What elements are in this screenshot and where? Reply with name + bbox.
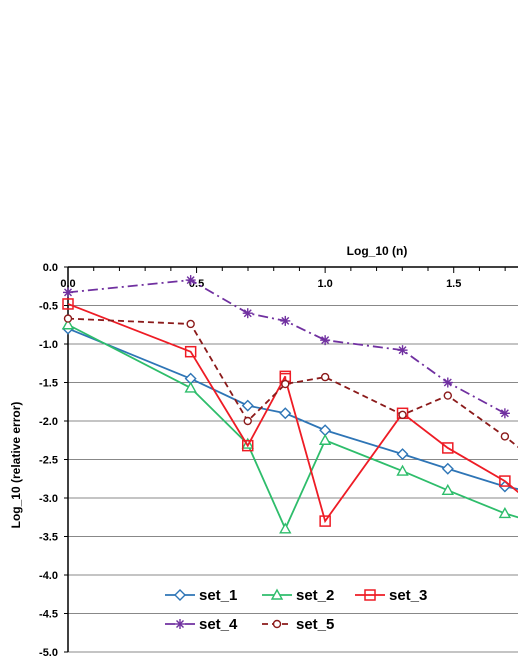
y-tick-label: -3.0 xyxy=(39,493,58,505)
data-point xyxy=(500,432,510,441)
y-tick-label: -0.5 xyxy=(39,301,58,313)
y-tick-label: -3.5 xyxy=(39,532,58,544)
y-tick-label: -2.0 xyxy=(39,416,58,428)
data-point xyxy=(320,372,330,382)
y-tick-label: -1.0 xyxy=(39,339,58,351)
legend-item-set_1: set_1 xyxy=(165,587,237,604)
data-point xyxy=(241,399,254,412)
star-stroke xyxy=(398,346,407,355)
series-set_2 xyxy=(61,318,518,534)
data-point xyxy=(185,275,196,286)
star-stroke xyxy=(243,309,252,318)
data-point xyxy=(175,619,185,629)
legend-label: set_1 xyxy=(199,587,237,604)
data-point xyxy=(281,379,290,389)
data-point xyxy=(62,298,74,310)
series-set_3 xyxy=(62,298,518,527)
axes: 0.0-0.5-1.0-1.5-2.0-2.5-3.0-3.5-4.0-4.5-… xyxy=(39,262,518,659)
legend-item-set_2: set_2 xyxy=(262,587,334,604)
data-point xyxy=(174,589,186,601)
y-tick-label: -5.0 xyxy=(39,647,58,659)
data-point xyxy=(241,437,254,449)
legend-item-set_4: set_4 xyxy=(165,616,238,633)
series-set_5 xyxy=(63,314,518,448)
data-point xyxy=(280,315,291,326)
data-point xyxy=(396,448,409,461)
series-set_1 xyxy=(62,322,518,493)
data-point xyxy=(270,588,284,600)
legend-label: set_3 xyxy=(389,587,427,604)
x-tick-label: 1.0 xyxy=(317,278,332,290)
legend-item-set_5: set_5 xyxy=(262,616,334,633)
data-point xyxy=(61,318,75,330)
data-point xyxy=(442,377,453,388)
data-point xyxy=(242,308,253,319)
star-stroke xyxy=(176,620,184,628)
data-point xyxy=(186,319,195,329)
data-point xyxy=(320,335,331,346)
data-point xyxy=(319,424,332,437)
data-point xyxy=(63,314,73,323)
data-point xyxy=(279,407,292,420)
data-point xyxy=(241,439,254,452)
legend-label: set_5 xyxy=(296,616,334,633)
legend: set_1 set_2 set_3 set_4 set_5 xyxy=(165,587,427,633)
data-point xyxy=(441,483,454,495)
star-stroke xyxy=(500,409,509,418)
data-point xyxy=(243,416,252,426)
data-point xyxy=(441,462,454,475)
data-point xyxy=(364,589,376,601)
y-tick-label: -2.5 xyxy=(39,455,58,467)
data-point xyxy=(498,506,512,519)
star-stroke xyxy=(321,336,330,345)
star-stroke xyxy=(64,288,72,297)
data-point xyxy=(184,381,197,393)
data-point xyxy=(272,619,282,629)
data-point xyxy=(499,475,511,487)
series-line xyxy=(67,317,518,448)
data-point xyxy=(499,408,510,419)
data-point xyxy=(396,464,409,476)
y-tick-label: -4.0 xyxy=(39,570,58,582)
legend-label: set_4 xyxy=(199,616,238,633)
data-point xyxy=(442,442,454,454)
grid-lines xyxy=(68,305,518,653)
y-tick-label: -1.5 xyxy=(39,378,58,390)
y-tick-label: 0.0 xyxy=(43,262,58,274)
legend-item-set_3: set_3 xyxy=(355,587,427,604)
x-axis-title: Log_10 (n) xyxy=(347,244,408,258)
legend-label: set_2 xyxy=(296,587,334,604)
data-point xyxy=(397,345,408,356)
data-point xyxy=(318,433,332,445)
series-line xyxy=(67,303,518,524)
star-stroke xyxy=(281,316,290,325)
y-tick-label: -4.5 xyxy=(39,609,58,621)
series-line xyxy=(67,279,506,415)
series-layer xyxy=(61,275,518,534)
data-point xyxy=(279,522,292,534)
star-stroke xyxy=(443,378,452,387)
data-point xyxy=(443,391,452,400)
x-tick-label: 0.0 xyxy=(60,278,75,290)
data-point xyxy=(63,287,73,298)
data-point xyxy=(398,410,407,420)
data-point xyxy=(319,515,331,527)
y-axis-title: Log_10 (relative error) xyxy=(9,402,23,529)
star-stroke xyxy=(186,276,195,285)
series-set_4 xyxy=(63,275,510,419)
data-point xyxy=(184,345,197,358)
x-tick-label: 1.5 xyxy=(446,278,461,290)
